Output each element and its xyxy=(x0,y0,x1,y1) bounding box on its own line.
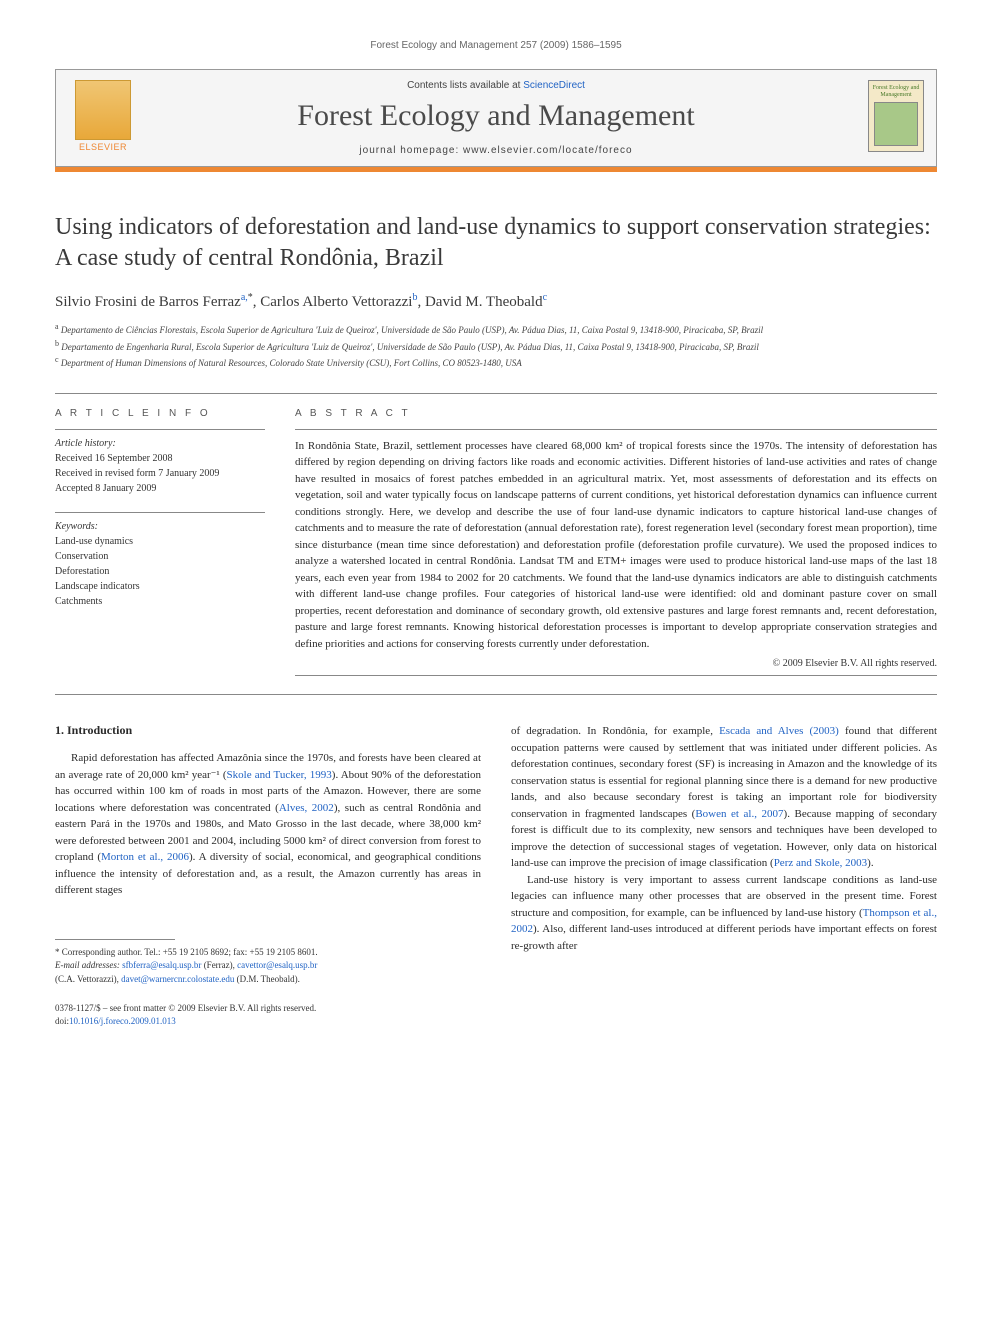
citation-bowen-2007[interactable]: Bowen et al., 2007 xyxy=(695,808,783,820)
doi-line: doi:10.1016/j.foreco.2009.01.013 xyxy=(55,1015,481,1028)
email-label: E-mail addresses: xyxy=(55,960,122,970)
divider-top xyxy=(55,393,937,394)
journal-cover-thumbnail: Forest Ecology and Management xyxy=(868,80,924,152)
intro-paragraph-2: Land-use history is very important to as… xyxy=(511,872,937,955)
abstract-text: In Rondônia State, Brazil, settlement pr… xyxy=(295,438,937,653)
keywords-label: Keywords: xyxy=(55,521,265,532)
abstract-divider-top xyxy=(295,429,937,430)
elsevier-logo: ELSEVIER xyxy=(68,80,138,158)
running-header: Forest Ecology and Management 257 (2009)… xyxy=(55,40,937,51)
info-divider-1 xyxy=(55,429,265,430)
doi-prefix: doi: xyxy=(55,1016,69,1026)
author-3: , David M. Theobald xyxy=(417,294,542,310)
intro-text-2d: ). xyxy=(867,857,873,869)
affiliation-a-sup: a xyxy=(55,322,59,331)
author-2: , Carlos Alberto Vettorazzi xyxy=(253,294,413,310)
citation-escada-alves-2003[interactable]: Escada and Alves (2003) xyxy=(719,725,839,737)
affiliation-a-text: Departamento de Ciências Florestais, Esc… xyxy=(61,325,763,335)
journal-cover-image xyxy=(874,102,918,146)
affiliation-c-text: Department of Human Dimensions of Natura… xyxy=(61,358,522,368)
intro-text-2a: of degradation. In Rondônia, for example… xyxy=(511,725,719,737)
front-matter-line: 0378-1127/$ – see front matter © 2009 El… xyxy=(55,1002,481,1015)
abstract-column: A B S T R A C T In Rondônia State, Brazi… xyxy=(295,408,937,677)
email-vettorazzi[interactable]: cavettor@esalq.usp.br xyxy=(237,960,317,970)
email-theobald[interactable]: davet@warnercnr.colostate.edu xyxy=(121,974,234,984)
divider-mid xyxy=(55,694,937,695)
affiliation-b-text: Departamento de Engenharia Rural, Escola… xyxy=(61,342,759,352)
orange-divider-bar xyxy=(55,167,937,172)
email-addresses-line: E-mail addresses: sfbferra@esalq.usp.br … xyxy=(55,959,481,986)
citation-alves-2002[interactable]: Alves, 2002 xyxy=(279,802,334,814)
article-info-column: A R T I C L E I N F O Article history: R… xyxy=(55,408,265,677)
affiliations-block: a Departamento de Ciências Florestais, E… xyxy=(55,321,937,371)
email-name-2: (C.A. Vettorazzi), xyxy=(55,974,121,984)
affiliation-b-sup: b xyxy=(55,339,59,348)
citation-morton-2006[interactable]: Morton et al., 2006 xyxy=(101,851,189,863)
article-history-label: Article history: xyxy=(55,438,265,449)
footer-block: 0378-1127/$ – see front matter © 2009 El… xyxy=(55,1002,481,1027)
info-divider-2 xyxy=(55,512,265,513)
email-name-3: (D.M. Theobald). xyxy=(234,974,300,984)
author-1: Silvio Frosini de Barros Ferraz xyxy=(55,294,241,310)
homepage-prefix: journal homepage: xyxy=(359,145,463,156)
doi-link[interactable]: 10.1016/j.foreco.2009.01.013 xyxy=(69,1016,176,1026)
homepage-url[interactable]: www.elsevier.com/locate/foreco xyxy=(463,145,633,156)
author-3-affiliation-sup: c xyxy=(543,292,547,303)
body-column-right: of degradation. In Rondônia, for example… xyxy=(511,723,937,1027)
sciencedirect-link[interactable]: ScienceDirect xyxy=(523,80,585,91)
author-1-affiliation-sup: a, xyxy=(241,292,248,303)
email-ferraz[interactable]: sfbferra@esalq.usp.br xyxy=(122,960,201,970)
corresponding-author-footnote: * Corresponding author. Tel.: +55 19 210… xyxy=(55,946,481,987)
elsevier-tree-icon xyxy=(75,80,131,140)
affiliation-b: b Departamento de Engenharia Rural, Esco… xyxy=(55,338,937,355)
contents-prefix: Contents lists available at xyxy=(407,80,523,91)
article-history-text: Received 16 September 2008 Received in r… xyxy=(55,451,265,496)
journal-title: Forest Ecology and Management xyxy=(56,99,936,133)
journal-homepage-line: journal homepage: www.elsevier.com/locat… xyxy=(56,145,936,156)
body-columns: 1. Introduction Rapid deforestation has … xyxy=(55,723,937,1027)
affiliation-c-sup: c xyxy=(55,355,59,364)
citation-skole-tucker-1993[interactable]: Skole and Tucker, 1993 xyxy=(227,769,332,781)
article-info-heading: A R T I C L E I N F O xyxy=(55,408,265,419)
abstract-heading: A B S T R A C T xyxy=(295,408,937,419)
abstract-divider-bottom xyxy=(295,675,937,676)
journal-header-box: ELSEVIER Forest Ecology and Management C… xyxy=(55,69,937,167)
footnote-divider xyxy=(55,939,175,940)
keywords-text: Land-use dynamics Conservation Deforesta… xyxy=(55,534,265,609)
affiliation-c: c Department of Human Dimensions of Natu… xyxy=(55,354,937,371)
section-1-heading: 1. Introduction xyxy=(55,723,481,738)
elsevier-wordmark: ELSEVIER xyxy=(79,142,127,152)
email-name-1: (Ferraz), xyxy=(201,960,237,970)
intro-paragraph-1-cont: of degradation. In Rondônia, for example… xyxy=(511,723,937,872)
corr-author-line: * Corresponding author. Tel.: +55 19 210… xyxy=(55,946,481,960)
abstract-copyright: © 2009 Elsevier B.V. All rights reserved… xyxy=(295,658,937,669)
body-column-left: 1. Introduction Rapid deforestation has … xyxy=(55,723,481,1027)
intro-text-2b: found that different occupation patterns… xyxy=(511,725,937,820)
contents-available-line: Contents lists available at ScienceDirec… xyxy=(56,80,936,91)
intro-paragraph-1: Rapid deforestation has affected Amazôni… xyxy=(55,750,481,899)
affiliation-a: a Departamento de Ciências Florestais, E… xyxy=(55,321,937,338)
journal-cover-title: Forest Ecology and Management xyxy=(869,85,923,98)
authors-line: Silvio Frosini de Barros Ferraza,*, Carl… xyxy=(55,292,937,311)
citation-perz-skole-2003[interactable]: Perz and Skole, 2003 xyxy=(774,857,867,869)
intro-text-3b: ). Also, different land-uses introduced … xyxy=(511,923,937,952)
article-title: Using indicators of deforestation and la… xyxy=(55,212,937,274)
